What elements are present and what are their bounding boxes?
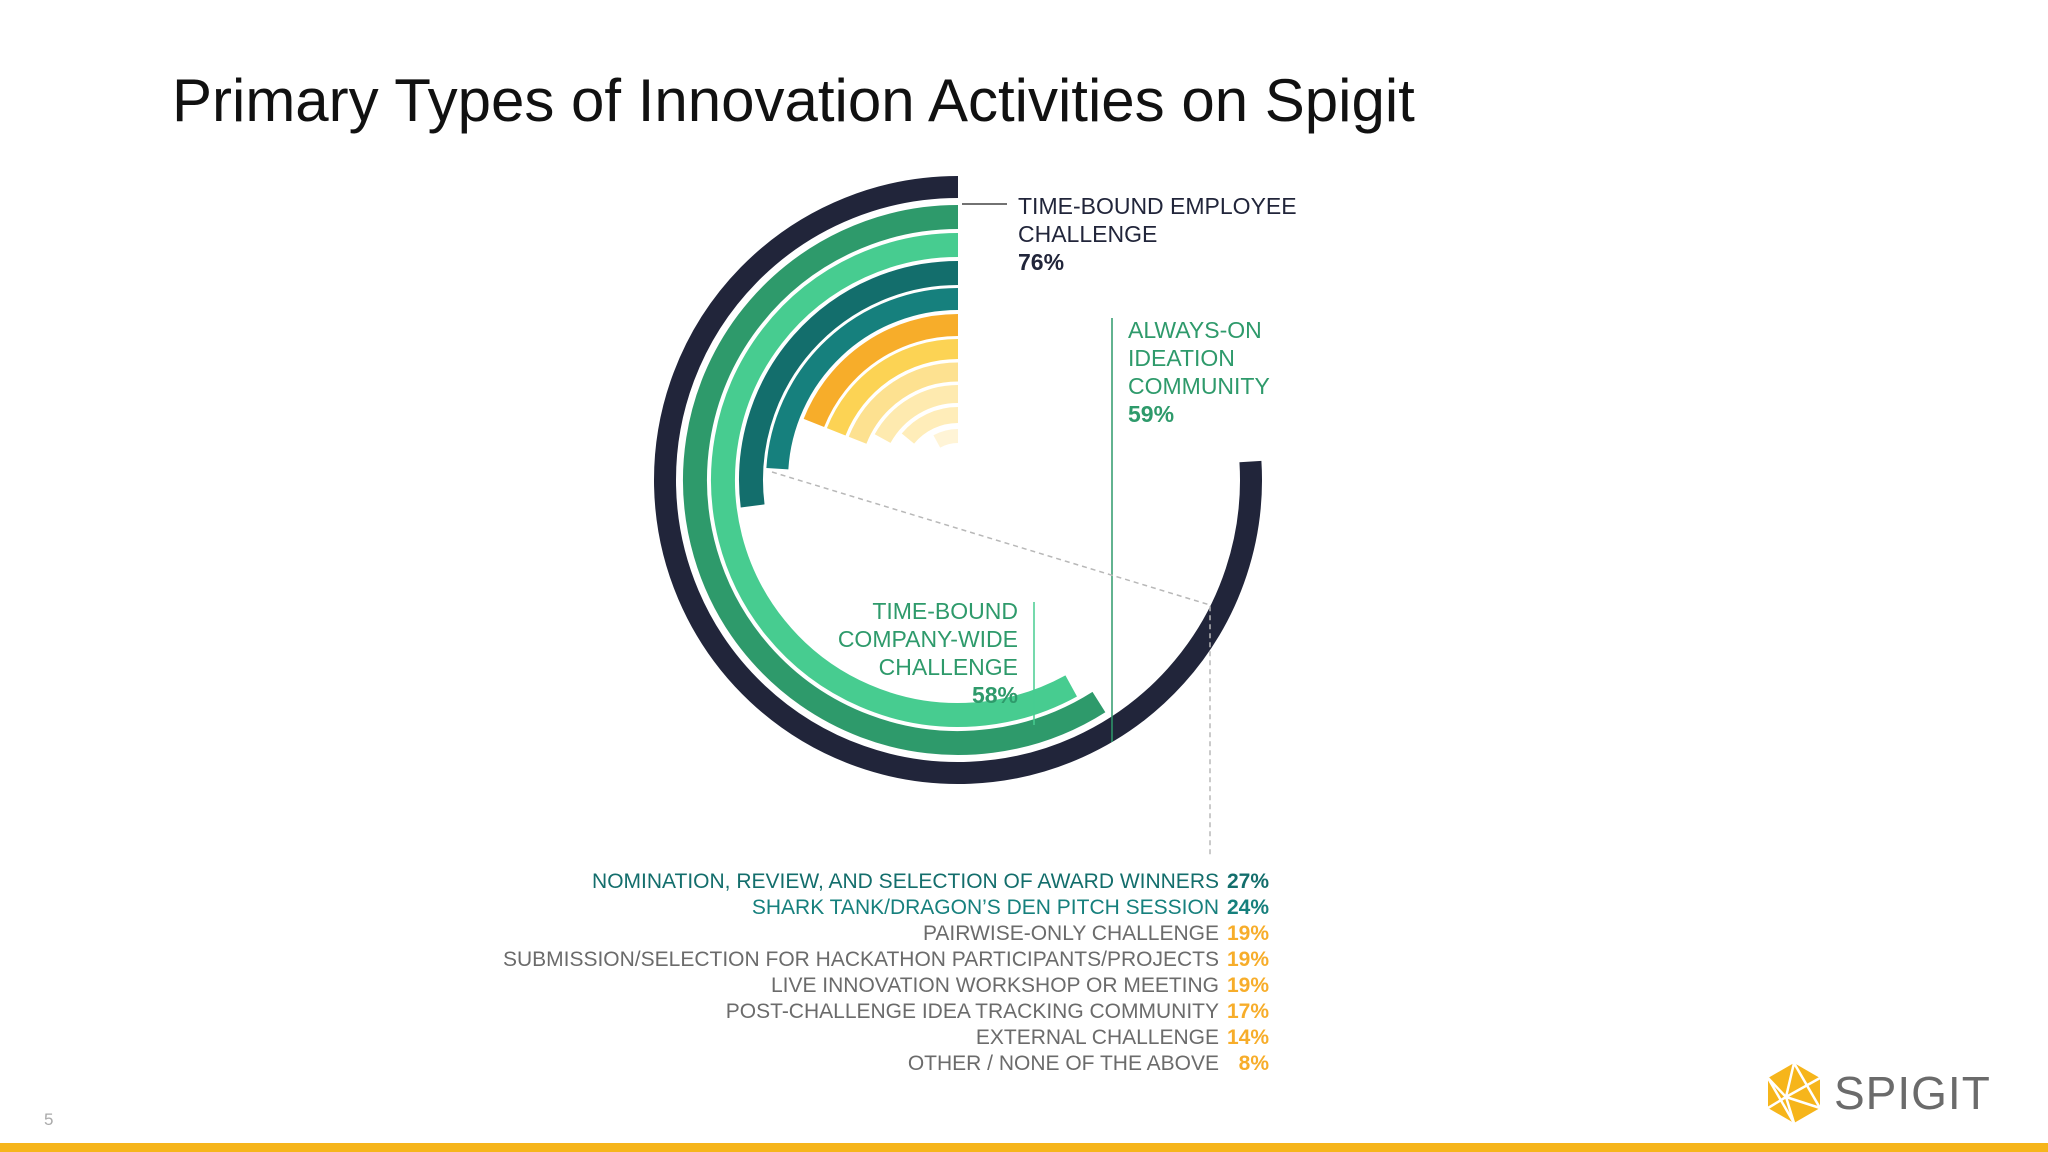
arc-post-challenge-idea-tracking-community <box>874 385 959 444</box>
callout-time-bound-company-wide-challenge: TIME-BOUND COMPANY-WIDE CHALLENGE 58% <box>838 598 1018 708</box>
legend-value: 27% <box>1226 870 1269 893</box>
legend-label: POST-CHALLENGE IDEA TRACKING COMMUNITY <box>725 1000 1219 1023</box>
callout-line-text: IDEATION <box>1128 345 1235 371</box>
legend-item: OTHER / NONE OF THE ABOVE 8% <box>503 1051 1269 1077</box>
legend-value: 17% <box>1226 1000 1269 1023</box>
slide-title: Primary Types of Innovation Activities o… <box>172 67 1415 134</box>
legend-value: 19% <box>1226 922 1269 945</box>
legend-connector-dashed <box>771 471 1211 855</box>
legend-value: 19% <box>1226 974 1269 997</box>
legend-item: SUBMISSION/SELECTION FOR HACKATHON PARTI… <box>503 947 1269 973</box>
callout-line-text: COMMUNITY <box>1128 373 1270 399</box>
legend-label: OTHER / NONE OF THE ABOVE <box>907 1052 1219 1075</box>
callout-value: 76% <box>1018 249 1064 275</box>
callout-time-bound-employee-challenge: TIME-BOUND EMPLOYEE CHALLENGE 76% <box>1018 193 1297 275</box>
logo-text: SPIGIT <box>1834 1067 1991 1119</box>
spigit-logo: SPIGIT <box>1762 1058 1991 1128</box>
legend-item: EXTERNAL CHALLENGE 14% <box>503 1025 1269 1051</box>
spigit-logo-icon <box>1766 1062 1822 1124</box>
callout-line-text: CHALLENGE <box>879 654 1018 680</box>
legend-label: NOMINATION, REVIEW, AND SELECTION OF AWA… <box>592 870 1219 893</box>
legend-value: 19% <box>1226 948 1269 971</box>
arc-always-on-ideation-community <box>683 205 1106 755</box>
legend-value: 14% <box>1226 1026 1269 1049</box>
legend-item: POST-CHALLENGE IDEA TRACKING COMMUNITY 17… <box>503 999 1269 1025</box>
arc-submission-selection-for-hackathon-participants-projects <box>826 339 959 436</box>
callout-line-text: CHALLENGE <box>1018 221 1157 247</box>
legend-label: LIVE INNOVATION WORKSHOP OR MEETING <box>770 974 1219 997</box>
page-number: 5 <box>44 1110 54 1129</box>
chart-legend: NOMINATION, REVIEW, AND SELECTION OF AWA… <box>503 869 1269 1077</box>
callout-line-text: TIME-BOUND EMPLOYEE <box>1018 193 1297 219</box>
arc-other-none-of-the-above <box>933 429 959 448</box>
legend-label: PAIRWISE-ONLY CHALLENGE <box>922 922 1219 945</box>
legend-item: NOMINATION, REVIEW, AND SELECTION OF AWA… <box>503 869 1269 895</box>
callout-always-on-ideation-community: ALWAYS-ON IDEATION COMMUNITY 59% <box>1128 317 1270 427</box>
legend-item: SHARK TANK/DRAGON’S DEN PITCH SESSION 24% <box>503 895 1269 921</box>
legend-value: 24% <box>1226 896 1269 919</box>
arc-shark-tank-dragon-s-den-pitch-session <box>766 288 959 470</box>
callout-value: 58% <box>972 682 1018 708</box>
arc-live-innovation-workshop-or-meeting <box>848 362 959 444</box>
legend-label: SHARK TANK/DRAGON’S DEN PITCH SESSION <box>751 896 1219 919</box>
legend-value: 8% <box>1238 1052 1269 1075</box>
legend-item: LIVE INNOVATION WORKSHOP OR MEETING 19% <box>503 973 1269 999</box>
callout-value: 59% <box>1128 401 1174 427</box>
callout-line-text: COMPANY-WIDE <box>838 626 1018 652</box>
arc-time-bound-company-wide-challenge <box>711 233 1077 727</box>
callout-line-text: ALWAYS-ON <box>1128 317 1262 343</box>
arc-nomination-review-and-selection-of-award-winners <box>739 261 959 508</box>
legend-label: SUBMISSION/SELECTION FOR HACKATHON PARTI… <box>502 948 1219 971</box>
arc-time-bound-employee-challenge <box>654 176 1262 784</box>
legend-item: PAIRWISE-ONLY CHALLENGE 19% <box>503 921 1269 947</box>
footer-bar <box>0 1143 2048 1152</box>
legend-label: EXTERNAL CHALLENGE <box>975 1026 1219 1049</box>
arc-pairwise-only-challenge <box>803 314 959 428</box>
arc-external-challenge <box>901 407 959 444</box>
callout-line-text: TIME-BOUND <box>872 598 1018 624</box>
